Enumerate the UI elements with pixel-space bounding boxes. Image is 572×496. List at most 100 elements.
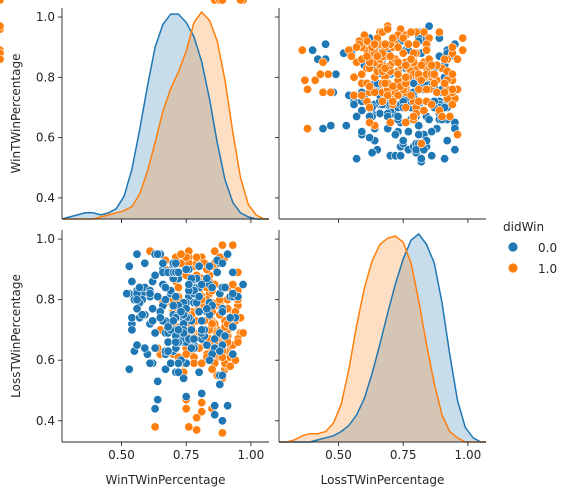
scatter-point	[192, 425, 202, 435]
scatter-point	[323, 69, 333, 79]
scatter-point	[349, 90, 359, 100]
scatter-point	[437, 112, 447, 122]
scatter-point	[210, 334, 220, 344]
scatter-point	[173, 282, 183, 292]
legend-title: didWin	[503, 220, 544, 234]
scatter-point	[429, 69, 439, 79]
scatter-point	[398, 48, 408, 58]
scatter-point	[194, 261, 204, 271]
y-axis-label-WinTWinPercentage: WinTWinPercentage	[9, 54, 23, 174]
scatter-point	[236, 0, 245, 5]
scatter-point	[388, 81, 398, 91]
legend-label-1: 1.0	[538, 262, 557, 276]
scatter-point	[434, 27, 444, 37]
scatter-point	[458, 33, 468, 43]
scatter-point	[308, 45, 318, 55]
scatter-point	[238, 328, 248, 338]
scatter-point	[396, 151, 406, 161]
scatter-point	[210, 401, 220, 411]
scatter-point	[171, 337, 181, 347]
scatter-point	[153, 376, 163, 386]
scatter-point	[158, 258, 168, 268]
scatter-point	[370, 87, 380, 97]
scatter-point	[189, 334, 199, 344]
scatter-point	[383, 90, 393, 100]
scatter-point	[398, 33, 408, 43]
scatter-point	[179, 373, 189, 383]
scatter-point	[189, 358, 199, 368]
scatter-point	[217, 416, 227, 426]
scatter-point	[318, 57, 328, 67]
scatter-point	[393, 42, 403, 52]
x-tick-label: 0.50	[325, 448, 352, 462]
legend-marker-1	[507, 262, 519, 274]
panel-0-0: 0.4 0.6 0.8 1.0	[36, 8, 269, 223]
scatter-point	[302, 84, 312, 94]
scatter-point	[153, 249, 163, 259]
scatter-point	[0, 21, 5, 31]
scatter-point	[124, 261, 134, 271]
scatter-point	[300, 75, 310, 85]
scatter-point	[176, 307, 186, 317]
scatter-point	[367, 148, 377, 158]
x-tick-label: 0.75	[390, 448, 417, 462]
scatter-point	[0, 54, 5, 64]
scatter-point	[352, 112, 362, 122]
y-tick-label: 0.4	[36, 414, 55, 428]
scatter-point	[194, 367, 204, 377]
scatter-point	[352, 154, 362, 164]
scatter-point	[302, 124, 312, 134]
scatter-point	[150, 343, 160, 353]
scatter-point	[406, 54, 416, 64]
scatter-point	[192, 413, 202, 423]
scatter-point	[424, 21, 434, 31]
scatter-point	[192, 252, 202, 262]
scatter-point	[346, 51, 356, 61]
scatter-point	[458, 45, 468, 55]
scatter-point	[326, 121, 336, 131]
y-tick-label: 0.6	[36, 353, 55, 367]
scatter-point	[210, 246, 220, 256]
scatter-point	[168, 301, 178, 311]
scatter-point	[153, 292, 163, 302]
scatter-point	[315, 69, 325, 79]
scatter-point	[365, 103, 375, 113]
scatter-point	[202, 273, 212, 283]
x-tick-label: 0.50	[108, 448, 135, 462]
kde-fill-WinTWinPercentage-1.0	[62, 12, 269, 219]
scatter-point	[388, 33, 398, 43]
scatter-point	[393, 90, 403, 100]
scatter-point	[197, 407, 207, 417]
scatter-point	[140, 343, 150, 353]
scatter-point	[181, 392, 191, 402]
scatter-point	[161, 282, 171, 292]
scatter-point	[452, 130, 462, 140]
scatter-point	[127, 313, 137, 323]
scatter-point	[445, 112, 455, 122]
scatter-point	[357, 69, 367, 79]
scatter-point	[150, 270, 160, 280]
scatter-point	[181, 349, 191, 359]
scatter-point	[220, 282, 230, 292]
x-tick-label: 0.75	[173, 448, 200, 462]
panel-grid: 0.40.60.81.00.50 0.75 1.000.40.60.81.00.50…	[0, 0, 486, 487]
scatter-point	[173, 267, 183, 277]
legend: didWin 0.0 1.0	[503, 220, 557, 276]
scatter-point	[440, 154, 450, 164]
scatter-point	[416, 75, 426, 85]
scatter-point	[166, 358, 176, 368]
scatter-point	[140, 258, 150, 268]
scatter-point	[212, 267, 222, 277]
scatter-point	[197, 279, 207, 289]
scatter-point	[401, 118, 411, 128]
scatter-point	[207, 319, 217, 329]
scatter-point	[352, 42, 362, 52]
panel-1-0: 0.50 0.75 1.00 0.4 0.6 0.8 1.0	[0, 0, 269, 462]
scatter-point	[197, 398, 207, 408]
scatter-point	[161, 364, 171, 374]
scatter-point	[326, 87, 336, 97]
scatter-point	[135, 282, 145, 292]
kde-line-LossTWinPercentage-0.0	[279, 232, 486, 443]
kde-fill-LossTWinPercentage-0.0	[279, 234, 486, 442]
